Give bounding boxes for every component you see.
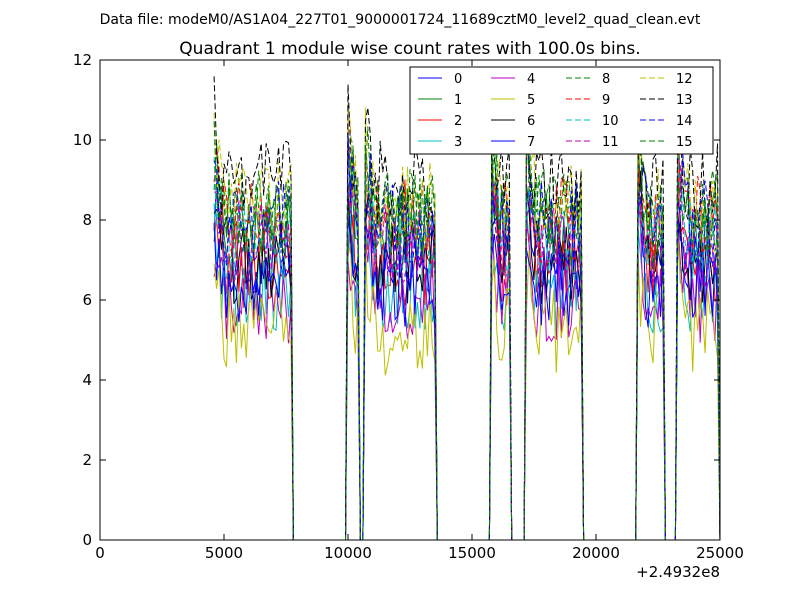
legend-label-5: 5: [527, 93, 535, 108]
legend-label-1: 1: [454, 93, 462, 108]
y-tick-label: 6: [82, 291, 92, 309]
series-line-9: [213, 116, 721, 541]
legend-label-7: 7: [527, 135, 535, 150]
y-tick-label: 0: [82, 531, 92, 549]
x-tick-label: 15000: [448, 544, 496, 562]
legend-label-8: 8: [602, 72, 610, 87]
legend-label-10: 10: [602, 114, 619, 129]
series-line-14: [213, 132, 721, 541]
legend-label-0: 0: [454, 72, 462, 87]
legend-label-12: 12: [676, 72, 693, 87]
x-tick-label: 25000: [696, 544, 744, 562]
legend-label-4: 4: [527, 72, 535, 87]
y-tick-label: 2: [82, 451, 92, 469]
y-tick-label: 10: [73, 131, 92, 149]
legend-label-15: 15: [676, 135, 693, 150]
x-tick-label: 0: [95, 544, 105, 562]
y-tick-label: 4: [82, 371, 92, 389]
legend-label-6: 6: [527, 114, 535, 129]
y-tick-label: 12: [73, 51, 92, 69]
legend-label-2: 2: [454, 114, 462, 129]
legend-label-11: 11: [602, 135, 619, 150]
legend-label-3: 3: [454, 135, 462, 150]
legend-box: [409, 66, 714, 155]
suptitle: Data file: modeM0/AS1A04_227T01_90000017…: [100, 12, 701, 28]
y-tick-label: 8: [82, 211, 92, 229]
series-line-1: [214, 122, 721, 541]
x-tick-label: 5000: [205, 544, 243, 562]
legend-label-9: 9: [602, 93, 610, 108]
x-tick-label: 10000: [324, 544, 372, 562]
x-tick-label: 20000: [572, 544, 620, 562]
x-offset-label: +2.4932e8: [636, 563, 720, 581]
chart-title: Quadrant 1 module wise count rates with …: [179, 39, 640, 59]
legend-label-14: 14: [676, 114, 693, 129]
legend-label-13: 13: [676, 93, 693, 108]
